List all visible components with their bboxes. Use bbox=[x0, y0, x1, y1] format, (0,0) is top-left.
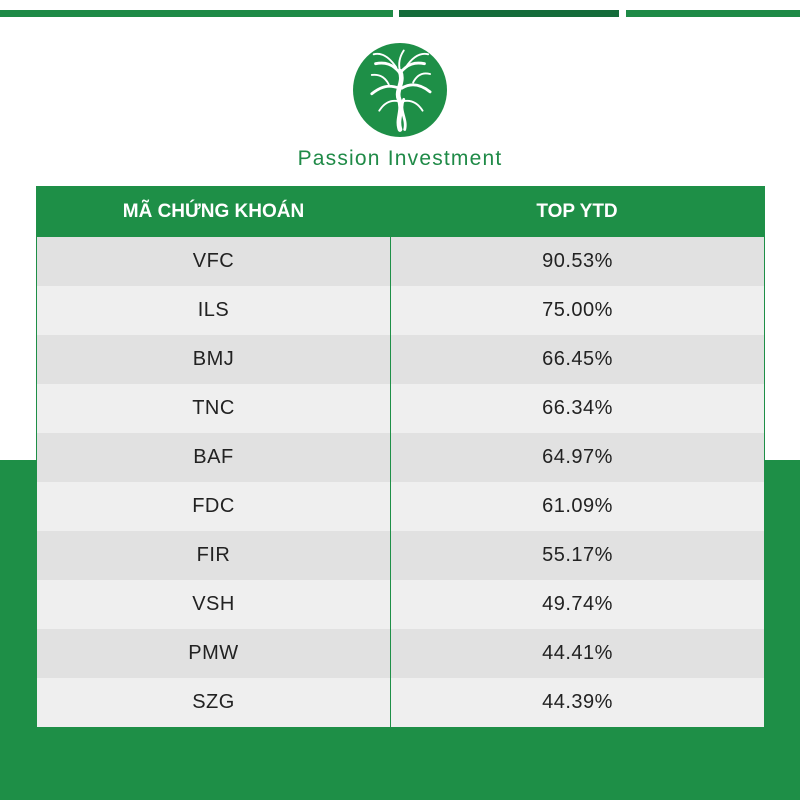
table-row: BMJ 66.45% bbox=[37, 335, 764, 384]
table-row: FDC 61.09% bbox=[37, 482, 764, 531]
header-top-ytd: TOP YTD bbox=[536, 201, 618, 222]
stock-code: FDC bbox=[192, 495, 235, 517]
table-row: ILS 75.00% bbox=[37, 286, 764, 335]
table-row: TNC 66.34% bbox=[37, 384, 764, 433]
stock-code: FIR bbox=[196, 544, 231, 566]
ytd-value: 44.39% bbox=[390, 678, 764, 727]
tree-logo-icon bbox=[353, 43, 447, 137]
stock-code: TNC bbox=[192, 397, 235, 419]
ytd-value: 49.74% bbox=[390, 580, 764, 629]
table-header: MÃ CHỨNG KHOÁN TOP YTD bbox=[37, 187, 764, 237]
stock-code: ILS bbox=[197, 299, 230, 321]
top-bar-left bbox=[0, 10, 393, 17]
header-stock-code: MÃ CHỨNG KHOÁN bbox=[122, 201, 305, 222]
top-bar-middle bbox=[399, 10, 619, 17]
stock-code: SZG bbox=[192, 691, 235, 713]
logo-block: Passion Investment bbox=[0, 40, 800, 180]
stock-code: BAF bbox=[193, 446, 234, 468]
ytd-value: 75.00% bbox=[390, 286, 764, 335]
stock-code: VFC bbox=[192, 250, 235, 272]
ytd-value: 44.41% bbox=[390, 629, 764, 678]
stock-code: BMJ bbox=[192, 348, 235, 370]
ytd-value: 66.45% bbox=[390, 335, 764, 384]
ytd-value: 55.17% bbox=[390, 531, 764, 580]
ytd-value: 64.97% bbox=[390, 433, 764, 482]
ytd-value: 61.09% bbox=[390, 482, 764, 531]
table-row: BAF 64.97% bbox=[37, 433, 764, 482]
top-bar-right bbox=[626, 10, 800, 17]
stock-code: VSH bbox=[192, 593, 235, 615]
ytd-value: 90.53% bbox=[390, 237, 764, 286]
ytd-value: 66.34% bbox=[390, 384, 764, 433]
table-row: VSH 49.74% bbox=[37, 580, 764, 629]
table-row: VFC 90.53% bbox=[37, 237, 764, 286]
top-ytd-table: MÃ CHỨNG KHOÁN TOP YTD VFC 90.53% ILS 75… bbox=[36, 186, 765, 727]
table-row: FIR 55.17% bbox=[37, 531, 764, 580]
table-row: SZG 44.39% bbox=[37, 678, 764, 727]
stock-code: PMW bbox=[188, 642, 239, 664]
brand-name: Passion Investment bbox=[297, 147, 503, 170]
table-row: PMW 44.41% bbox=[37, 629, 764, 678]
